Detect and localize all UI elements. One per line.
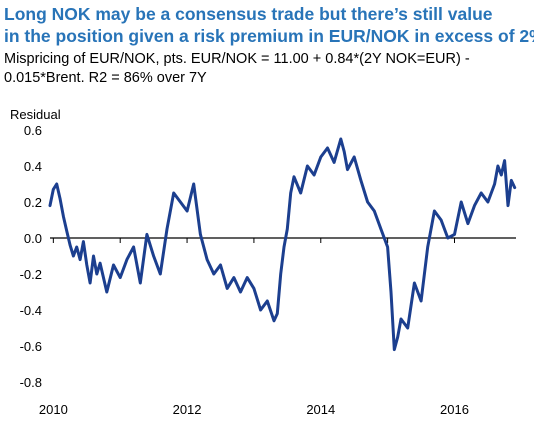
y-tick-label: -0.8	[20, 375, 42, 390]
chart-subtitle: Mispricing of EUR/NOK, pts. EUR/NOK = 11…	[4, 50, 532, 88]
x-tick-label: 2014	[306, 402, 335, 417]
x-axis: 2010 2012 2014 2016	[39, 237, 516, 417]
chart-title: Long NOK may be a consensus trade but th…	[4, 3, 534, 47]
y-axis: 0.6 0.4 0.2 0.0 -0.2 -0.4 -0.6 -0.8	[20, 123, 42, 390]
x-tick-label: 2010	[39, 402, 68, 417]
chart-subtitle-line-1: Mispricing of EUR/NOK, pts. EUR/NOK = 11…	[4, 51, 470, 67]
chart-title-line-1: Long NOK may be a consensus trade but th…	[4, 4, 493, 24]
y-axis-label: Residual	[10, 107, 61, 122]
y-tick-label: 0.0	[24, 231, 42, 246]
chart-subtitle-line-2: 0.015*Brent. R2 = 86% over 7Y	[4, 70, 207, 86]
y-tick-label: 0.6	[24, 123, 42, 138]
y-tick-label: 0.4	[24, 159, 42, 174]
residual-series-line	[48, 137, 517, 352]
x-tick-label: 2012	[173, 402, 202, 417]
y-tick-label: -0.2	[20, 267, 42, 282]
y-tick-label: 0.2	[24, 195, 42, 210]
x-tick-label: 2016	[440, 402, 469, 417]
series-layer	[48, 137, 517, 352]
y-tick-label: -0.4	[20, 303, 42, 318]
y-tick-label: -0.6	[20, 339, 42, 354]
chart-title-line-2: in the position given a risk premium in …	[4, 26, 534, 46]
